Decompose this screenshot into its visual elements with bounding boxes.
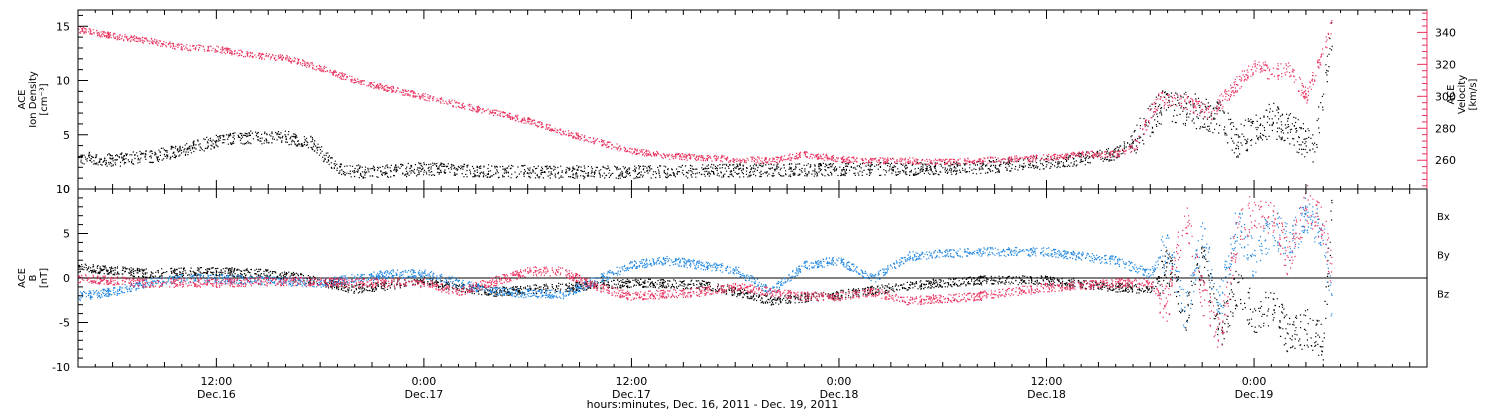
b-axis-title-line: ACE [17,268,28,288]
b-tick-label: 5 [63,228,70,241]
velocity-series [78,20,1333,166]
x-tick-label-time: 12:00 [1031,375,1063,388]
density-axis-title: ACE Ion Density [cm⁻³] [17,71,50,128]
x-tick-label-date: Dec.18 [820,388,859,401]
x-axis-title: hours:minutes, Dec. 16, 2011 - Dec. 19, … [587,398,839,410]
velocity-tick-label: 300 [1435,90,1456,103]
density-series [78,22,1333,180]
legend-bz: Bz [1437,290,1449,301]
density-tick-label: 0 [63,183,70,196]
density-axis-title-line: [cm⁻³] [39,83,50,115]
x-tick-label-time: 0:00 [412,375,437,388]
velocity-tick-label: 340 [1435,26,1456,39]
velocity-tick-label: 260 [1435,154,1456,167]
density-axis-title-line: ACE [17,90,28,110]
x-tick-label-time: 12:00 [201,375,233,388]
x-tick-label-date: Dec.17 [612,388,651,401]
bx-series-marks [78,199,1333,361]
x-tick-label-date: Dec.19 [1235,388,1274,401]
density-tick-label: 15 [56,20,70,33]
b-tick-label: 0 [63,272,70,285]
b-tick-label: 10 [56,183,70,196]
axis-text: 12:00Dec.160:00Dec.1712:00Dec.170:00Dec.… [17,20,1479,411]
density-tick-label: 5 [63,129,70,142]
velocity-series-marks [78,20,1333,166]
x-tick-label-date: Dec.17 [405,388,444,401]
velocity-tick-label: 280 [1435,122,1456,135]
x-tick-label-time: 12:00 [616,375,648,388]
x-tick-label-date: Dec.18 [1027,388,1066,401]
density-tick-label: 10 [56,75,70,88]
velocity-tick-label: 320 [1435,58,1456,71]
legend-by: By [1437,250,1450,261]
by-series-marks [78,197,1333,328]
b-tick-label: -5 [59,317,70,330]
b-axis-title-line: B [28,274,39,281]
velocity-axis-title-line: ACE [1446,85,1457,105]
by-series [78,197,1333,328]
axes [77,10,1428,368]
velocity-axis-title-line: Velocity [1457,75,1468,114]
bx-series [78,199,1333,361]
velocity-axis-title: ACE Velocity [km/s] [1446,75,1479,114]
velocity-axis-title-line: [km/s] [1468,78,1479,110]
bz-series-marks [78,185,1333,348]
density-series-marks [78,22,1333,180]
x-tick-label-date: Dec.16 [197,388,236,401]
x-tick-label-time: 0:00 [1242,375,1267,388]
density-axis-title-line: Ion Density [28,71,39,128]
bz-series [78,185,1333,348]
b-axis-title-line: [nT] [39,268,50,288]
b-tick-label: -10 [52,361,70,374]
legend-bx: Bx [1437,212,1450,223]
x-tick-label-time: 0:00 [827,375,852,388]
data-points [78,20,1333,361]
b-axis-title: ACE B [nT] [17,268,50,288]
